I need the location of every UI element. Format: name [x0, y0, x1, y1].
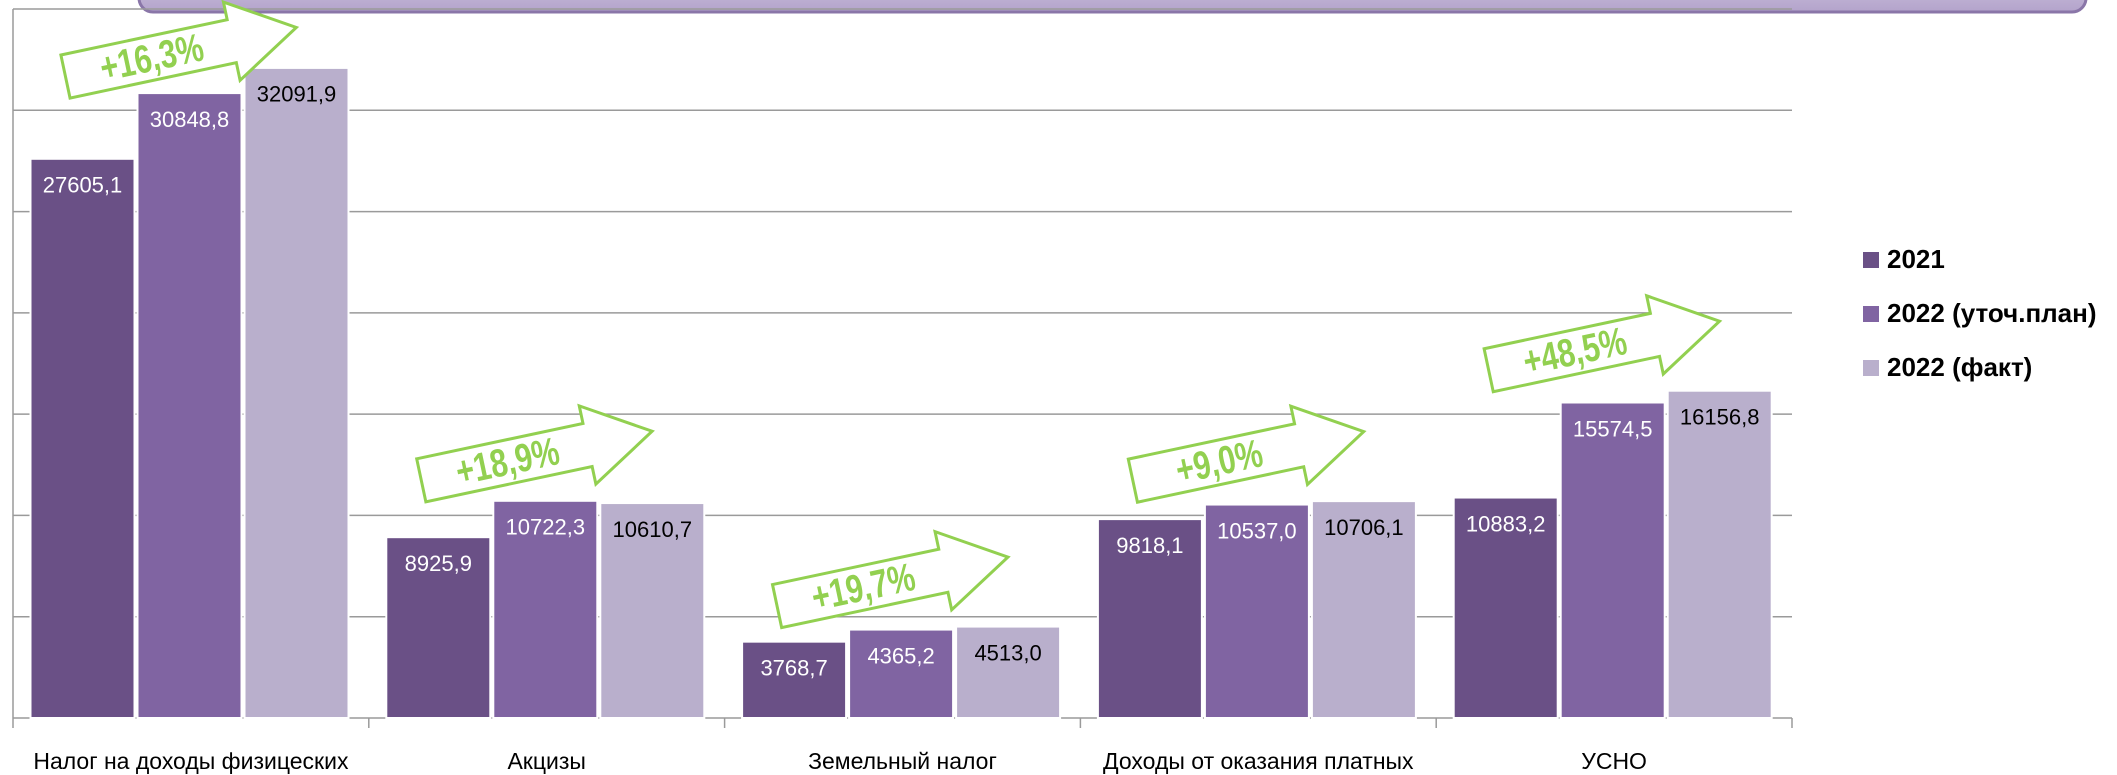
legend-label: 2021	[1887, 244, 1945, 274]
value-label: 9818,1	[1116, 533, 1183, 558]
bar	[1310, 500, 1417, 719]
arrow-shape	[1126, 403, 1367, 504]
bar	[955, 625, 1062, 720]
value-label: 32091,9	[257, 82, 337, 107]
bar	[599, 502, 706, 719]
bar	[1452, 496, 1559, 720]
legend-swatch	[1863, 306, 1879, 322]
x-tick-label: Земельный налог	[808, 748, 997, 774]
value-label: 10722,3	[506, 515, 586, 540]
bar	[29, 157, 136, 719]
value-label: 8925,9	[405, 551, 472, 576]
title-banner	[137, 0, 2088, 14]
bar	[1203, 503, 1310, 719]
bar	[1559, 401, 1666, 719]
x-tick-label: УСНО	[1581, 748, 1647, 774]
bar	[741, 640, 848, 720]
legend-label: 2022 (уточ.план)	[1887, 298, 2097, 328]
bar	[136, 92, 243, 720]
x-tick-label: Акцизы	[507, 748, 586, 774]
growth-arrow: +19,7%	[770, 529, 1011, 630]
legend-swatch	[1863, 360, 1879, 376]
value-label: 4513,0	[974, 640, 1041, 665]
value-label: 10706,1	[1324, 515, 1404, 540]
bar	[385, 536, 492, 719]
x-tick-label: Доходы от оказания платных	[1103, 748, 1414, 774]
arrow-shape	[1482, 293, 1723, 394]
value-label: 4365,2	[867, 643, 934, 668]
value-label: 3768,7	[760, 655, 827, 680]
bar	[492, 499, 599, 719]
arrow-shape	[59, 0, 300, 100]
bar	[1666, 389, 1773, 719]
bar	[848, 628, 955, 720]
legend-swatch	[1863, 252, 1879, 268]
value-label: 10883,2	[1466, 511, 1546, 536]
legend-label: 2022 (факт)	[1887, 352, 2032, 382]
arrow-shape	[414, 403, 655, 504]
value-label: 15574,5	[1573, 416, 1653, 441]
bar	[243, 66, 350, 720]
value-label: 10610,7	[613, 517, 693, 542]
value-label: 10537,0	[1217, 518, 1297, 543]
bar	[1096, 518, 1203, 719]
value-label: 16156,8	[1680, 405, 1760, 430]
arrow-shape	[770, 529, 1011, 630]
growth-arrow: +16,3%	[59, 0, 300, 100]
value-label: 30848,8	[150, 107, 230, 132]
x-tick-label: Налог на доходы физицеских	[33, 748, 349, 774]
value-label: 27605,1	[43, 173, 123, 198]
annotation: +9,0%	[1172, 432, 1267, 493]
